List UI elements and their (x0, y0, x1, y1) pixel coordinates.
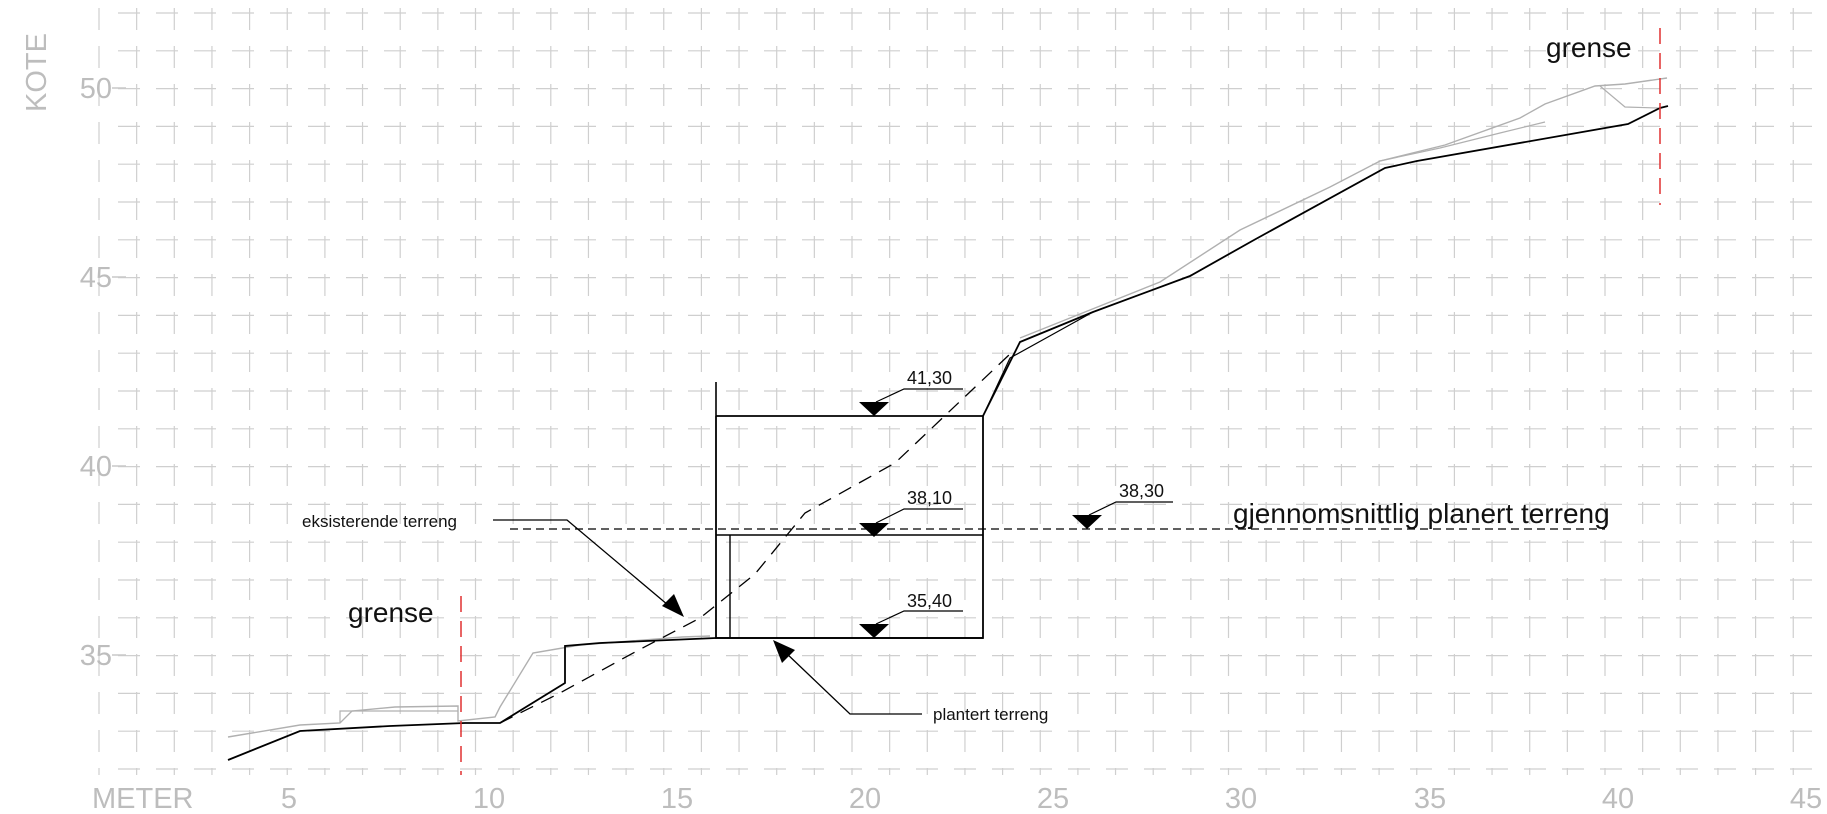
existing-terrain-grey-line-left (227, 635, 711, 738)
x-tick-label: 35 (1414, 783, 1446, 814)
x-tick-label: 45 (1790, 783, 1822, 814)
section-geometry (227, 28, 1669, 775)
average-planned-terrain-label: gjennomsnittlig planert terreng (1233, 498, 1610, 529)
x-axis-title: METER (92, 783, 194, 814)
x-tick-label: 5 (281, 783, 297, 814)
x-tick-label: 25 (1037, 783, 1069, 814)
y-tick-label: 40 (80, 451, 112, 483)
x-tick-label: 20 (849, 783, 881, 814)
existing-terrain-grey-detail-right (1599, 85, 1659, 109)
level-marker-bottom-triangle (859, 624, 889, 638)
level-marker-avg-leader (1088, 501, 1173, 516)
boundary-label-left: grense (348, 597, 434, 628)
existing-terrain-grey-line-right-2 (1379, 121, 1546, 162)
planned-terrain-label: plantert terreng (933, 705, 1048, 724)
existing-terrain-grey-detail (339, 710, 458, 723)
existing-terrain-arrowhead (662, 594, 684, 617)
level-marker-mid-leader (875, 508, 963, 524)
x-tick-label: 15 (661, 783, 693, 814)
building-outline (715, 415, 984, 639)
existing-terrain-leader (493, 519, 669, 606)
planned-terrain-arrowhead (773, 640, 795, 663)
level-marker-top-leader (875, 388, 963, 403)
level-marker-bottom-leader (875, 610, 963, 625)
level-marker-avg-triangle (1072, 515, 1102, 529)
x-tick-label: 40 (1602, 783, 1634, 814)
level-marker-mid-triangle (859, 523, 889, 537)
planned-terrain-slope (982, 311, 1094, 417)
level-label-mid: 38,10 (907, 488, 952, 508)
planned-terrain-line-upper (982, 105, 1669, 417)
existing-terrain-dashed-line (499, 353, 1011, 724)
grid (98, 8, 1825, 775)
level-marker-top-triangle (859, 402, 889, 416)
y-tick-label: 35 (80, 640, 112, 672)
level-label-bottom: 35,40 (907, 591, 952, 611)
planned-terrain-leader (784, 651, 922, 715)
y-axis-title: KOTE (21, 33, 53, 112)
x-tick-label: 10 (473, 783, 505, 814)
y-tick-label: 45 (80, 262, 112, 294)
level-label-top: 41,30 (907, 368, 952, 388)
y-tick-label: 50 (80, 73, 112, 105)
planned-terrain-line-lower (227, 637, 983, 761)
x-tick-label: 30 (1225, 783, 1257, 814)
existing-terrain-label: eksisterende terreng (302, 512, 457, 531)
boundary-label-right: grense (1546, 32, 1632, 63)
level-label-avg: 38,30 (1119, 481, 1164, 501)
existing-terrain-grey-line-right (1019, 77, 1668, 339)
